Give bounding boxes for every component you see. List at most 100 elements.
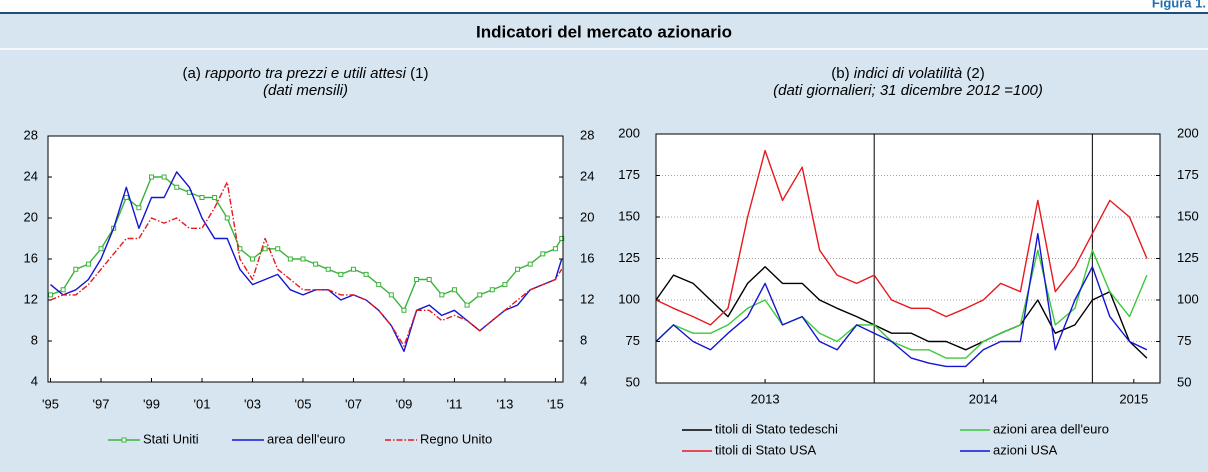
series-marker xyxy=(98,246,104,252)
y-tick-label: 50 xyxy=(626,374,640,389)
plot-frame xyxy=(47,135,564,383)
plot-area xyxy=(48,136,563,382)
x-tick-label: '99 xyxy=(143,396,160,411)
y-tick-label: 125 xyxy=(618,250,640,265)
series-marker xyxy=(262,246,268,252)
title-part: (2) xyxy=(966,65,984,82)
y-tick-label: 8 xyxy=(31,332,38,347)
series-marker xyxy=(287,256,293,262)
y-tick-label: 175 xyxy=(618,167,640,182)
series-line xyxy=(655,232,1148,368)
x-tick-label: '09 xyxy=(395,396,412,411)
panel-subtitle: (dati mensili) xyxy=(263,82,348,99)
y2-tick-label: 150 xyxy=(1177,208,1199,223)
series-marker xyxy=(401,307,407,313)
y-tick-label: 16 xyxy=(24,250,38,265)
legend-label: azioni USA xyxy=(993,442,1058,457)
series-marker xyxy=(275,246,281,252)
title-part: (a) xyxy=(183,65,201,82)
series-marker xyxy=(489,287,495,293)
legend-label: Stati Uniti xyxy=(143,431,199,446)
series-marker xyxy=(376,282,382,288)
series-marker xyxy=(502,282,508,288)
series-line xyxy=(655,249,1148,359)
y2-tick-label: 50 xyxy=(1177,374,1191,389)
series-line xyxy=(50,181,563,347)
legend-label: area dell'euro xyxy=(267,431,345,446)
x-tick-label: '13 xyxy=(496,396,513,411)
x-tick-label: '03 xyxy=(244,396,261,411)
y2-tick-label: 125 xyxy=(1177,250,1199,265)
y2-tick-label: 175 xyxy=(1177,167,1199,182)
x-tick-label: 2013 xyxy=(751,391,780,406)
y2-tick-label: 24 xyxy=(580,168,594,183)
series-marker xyxy=(338,271,344,277)
x-tick-label: '97 xyxy=(93,396,110,411)
y-tick-label: 100 xyxy=(618,291,640,306)
x-tick-label: 2015 xyxy=(1119,391,1148,406)
title-part: (b) xyxy=(831,65,849,82)
y2-tick-label: 16 xyxy=(580,250,594,265)
series-marker xyxy=(73,266,79,272)
legend-label: titoli di Stato USA xyxy=(715,442,816,457)
series-marker xyxy=(212,195,218,200)
panel-title: (a) rapporto tra prezzi e utili attesi (… xyxy=(183,65,429,82)
y2-tick-label: 4 xyxy=(580,373,587,388)
series-marker xyxy=(552,246,558,252)
series-line xyxy=(50,171,563,352)
y-tick-label: 200 xyxy=(618,125,640,140)
legend-label: titoli di Stato tedeschi xyxy=(715,421,838,436)
series-marker xyxy=(199,195,205,200)
title-part: (1) xyxy=(410,65,428,82)
y-tick-label: 24 xyxy=(24,168,38,183)
panel-subtitle: (dati giornalieri; 31 dicembre 2012 =100… xyxy=(773,82,1043,99)
title-part: indici di volatilità xyxy=(854,65,962,82)
x-tick-label: '95 xyxy=(42,396,59,411)
series-marker xyxy=(174,184,180,190)
y2-tick-label: 20 xyxy=(580,209,594,224)
x-tick-label: '05 xyxy=(294,396,311,411)
y-tick-label: 75 xyxy=(626,333,640,348)
series-marker xyxy=(325,266,331,272)
y-tick-label: 150 xyxy=(618,208,640,223)
series-line xyxy=(655,266,1148,359)
legend-label: Regno Unito xyxy=(420,431,492,446)
x-tick-label: 2014 xyxy=(969,391,998,406)
series-marker xyxy=(426,277,432,282)
series-marker xyxy=(249,256,255,262)
series-marker xyxy=(313,261,319,267)
series-marker xyxy=(388,292,394,298)
figure-title: Indicatori del mercato azionario xyxy=(476,22,732,41)
series-marker xyxy=(414,277,420,282)
y-tick-label: 4 xyxy=(31,373,38,388)
x-tick-label: '01 xyxy=(194,396,211,411)
legend-label: azioni area dell'euro xyxy=(993,421,1109,436)
series-marker xyxy=(540,251,546,257)
series-marker xyxy=(123,195,129,200)
y2-tick-label: 100 xyxy=(1177,291,1199,306)
series-marker xyxy=(515,266,521,272)
x-tick-label: '07 xyxy=(345,396,362,411)
series-marker xyxy=(60,287,66,293)
series-marker xyxy=(439,292,445,298)
series-marker xyxy=(300,256,306,262)
y2-tick-label: 75 xyxy=(1177,333,1191,348)
panel-title: (b) indici di volatilità (2) xyxy=(831,65,984,82)
series-marker xyxy=(559,236,565,241)
series-marker xyxy=(464,302,470,308)
series-marker xyxy=(363,271,369,277)
figure-label: Figura 1. xyxy=(1152,0,1206,10)
y-tick-label: 12 xyxy=(24,291,38,306)
legend-marker xyxy=(121,437,127,443)
y-tick-label: 28 xyxy=(24,127,38,142)
y2-tick-label: 12 xyxy=(580,291,594,306)
series-line xyxy=(655,149,1148,326)
x-tick-label: '11 xyxy=(446,396,462,411)
series-marker xyxy=(149,174,155,180)
y-tick-label: 20 xyxy=(24,209,38,224)
series-marker xyxy=(48,292,54,298)
y2-tick-label: 28 xyxy=(580,127,594,142)
series-marker xyxy=(350,266,356,272)
series-marker xyxy=(85,261,91,267)
